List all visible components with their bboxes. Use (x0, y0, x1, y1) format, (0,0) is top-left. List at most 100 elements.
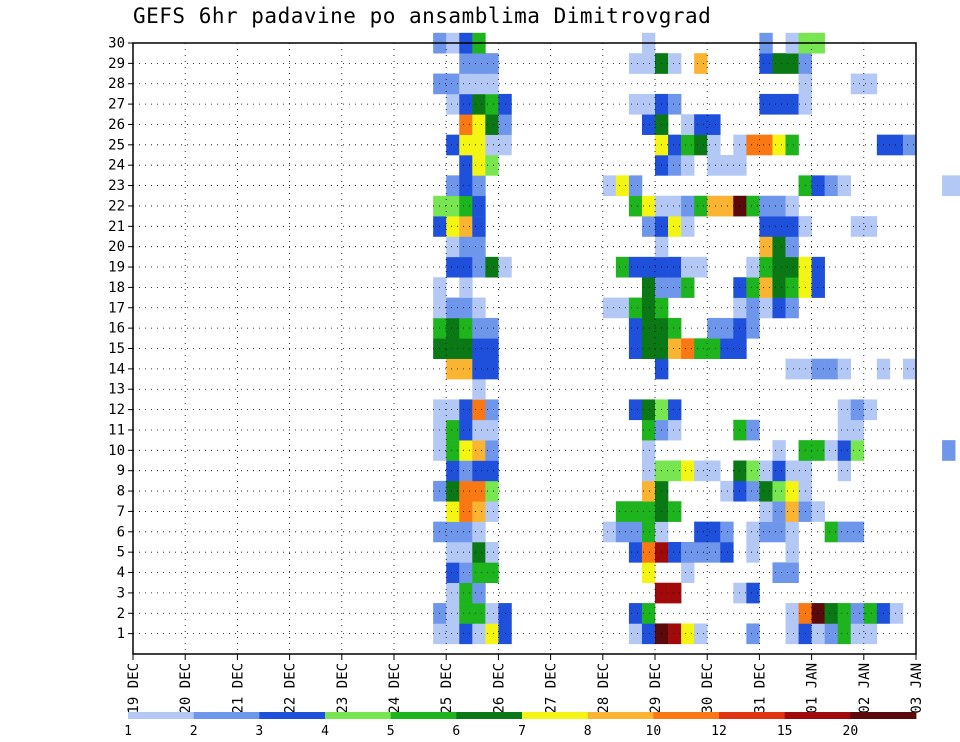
heatmap-cell (459, 236, 473, 258)
heatmap-cell (446, 582, 460, 604)
heatmap-cell (668, 399, 682, 421)
heatmap-cell (615, 256, 630, 278)
heatmap-cell (694, 134, 708, 156)
heatmap-cell (720, 541, 734, 563)
heatmap-cell (602, 521, 617, 543)
heatmap-cell (446, 236, 460, 258)
heatmap-cell (681, 460, 695, 482)
heatmap-cell (837, 175, 852, 197)
heatmap-cell (446, 338, 460, 359)
heatmap-cell (681, 338, 695, 359)
heatmap-cell (459, 175, 473, 197)
heatmap-cell (446, 480, 460, 502)
heatmap-cell (472, 582, 486, 604)
heatmap-cell (668, 216, 682, 237)
y-tick-label: 22 (108, 198, 125, 214)
heatmap-cell (772, 236, 786, 258)
legend-label: 1 (124, 724, 132, 739)
heatmap-cell (641, 114, 656, 135)
heatmap-cell (628, 501, 643, 522)
heatmap-cell (446, 93, 460, 115)
legend-label: 4 (321, 724, 329, 739)
y-tick-label: 25 (108, 137, 125, 153)
y-tick-label: 19 (108, 260, 125, 276)
heatmap-cell (641, 440, 656, 461)
heatmap-cell (459, 93, 473, 115)
heatmap-cell (668, 582, 682, 604)
heatmap-cell (681, 541, 695, 563)
heatmap-cell (446, 521, 460, 543)
legend-swatch (128, 712, 195, 719)
heatmap-cell (641, 541, 656, 563)
legend-label: 3 (255, 724, 263, 739)
heatmap-cell (472, 480, 486, 502)
heatmap-cell (785, 297, 799, 319)
heatmap-cell (824, 603, 838, 624)
heatmap-cell (459, 562, 473, 584)
heatmap-cell (681, 623, 695, 645)
heatmap-cell (759, 297, 773, 319)
heatmap-cell (746, 297, 760, 319)
heatmap-cell (785, 521, 799, 543)
heatmap-cell (785, 195, 799, 217)
heatmap-cell (628, 521, 643, 543)
y-tick-label: 14 (108, 361, 125, 377)
x-tick-label: 22 DEC (283, 663, 299, 714)
heatmap-cell (850, 521, 865, 543)
legend-label: 7 (518, 724, 526, 739)
heatmap-cell (785, 358, 799, 380)
heatmap-cell (641, 216, 656, 237)
heatmap-cell (681, 155, 695, 176)
heatmap-cell (472, 623, 486, 645)
x-tick-label: 03 JAN (909, 663, 925, 714)
heatmap-cell (459, 582, 473, 604)
heatmap-cell (668, 53, 682, 74)
heatmap-cell (446, 541, 460, 563)
y-tick-label: 7 (117, 504, 125, 520)
heatmap-cell (472, 195, 486, 217)
y-tick-label: 8 (117, 484, 125, 500)
x-tick-label: 28 DEC (596, 663, 612, 714)
heatmap-cell (785, 277, 799, 298)
y-tick-label: 4 (117, 565, 125, 581)
x-tick-label: 30 DEC (700, 663, 716, 714)
heatmap-cell (485, 399, 499, 421)
heatmap-cell (759, 521, 773, 543)
heatmap-cell (641, 562, 656, 584)
heatmap-cell (446, 501, 460, 522)
heatmap-cell (707, 155, 721, 176)
chart-title: GEFS 6hr padavine po ansamblima Dimitrov… (133, 4, 712, 28)
heatmap-cell (472, 175, 486, 197)
heatmap-cell (485, 256, 499, 278)
heatmap-cell (707, 317, 721, 339)
heatmap-cell (772, 53, 786, 74)
heatmap-cell (811, 277, 825, 298)
heatmap-cell (720, 480, 734, 502)
heatmap-cell (759, 53, 773, 74)
heatmap-cell (759, 277, 773, 298)
heatmap-cell (485, 338, 499, 359)
heatmap-cell (628, 338, 643, 359)
heatmap-cell (694, 338, 708, 359)
heatmap-cell (707, 521, 721, 543)
heatmap-cell (668, 419, 682, 441)
heatmap-cell (628, 541, 643, 563)
heatmap-cell (681, 216, 695, 237)
heatmap-cell (459, 53, 473, 74)
heatmap-cell (824, 623, 838, 645)
heatmap-cell (785, 93, 799, 115)
x-tick-label: 31 DEC (752, 663, 768, 714)
heatmap-cell (785, 480, 799, 502)
heatmap-cell (459, 603, 473, 624)
legend-label: 6 (452, 724, 460, 739)
heatmap-cell (485, 440, 499, 461)
heatmap-cell (668, 317, 682, 339)
heatmap-cell (837, 603, 852, 624)
y-tick-label: 20 (108, 239, 125, 255)
heatmap-cell (459, 277, 473, 298)
heatmap-cell (668, 134, 682, 156)
y-tick-label: 17 (108, 300, 125, 316)
heatmap-cell (668, 501, 682, 522)
heatmap-cell (641, 338, 656, 359)
heatmap-cell (772, 440, 786, 461)
